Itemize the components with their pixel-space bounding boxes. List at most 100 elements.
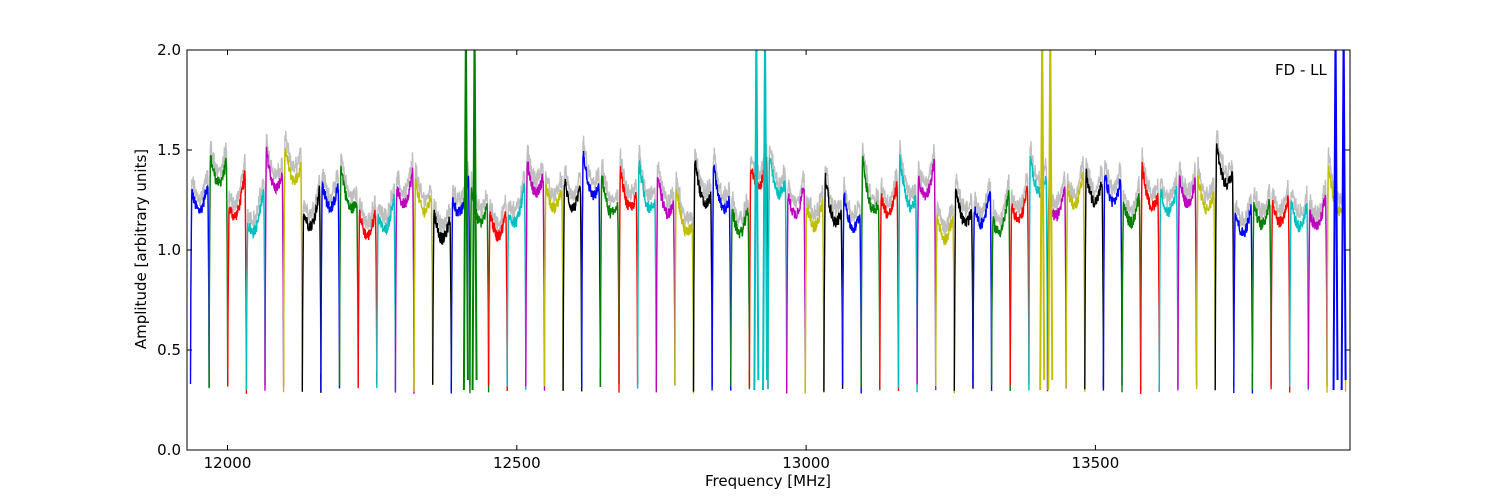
channel-line xyxy=(189,184,210,388)
spike-line xyxy=(1332,50,1339,391)
channel-line xyxy=(1139,161,1161,394)
background-series-line xyxy=(916,144,937,381)
background-series-line xyxy=(1009,171,1030,377)
channel-line xyxy=(674,188,695,394)
channel-line xyxy=(245,189,266,390)
background-series-line xyxy=(1307,179,1328,374)
channel-line xyxy=(1046,186,1067,392)
background-series-line xyxy=(1270,179,1291,384)
channel-line xyxy=(1084,168,1105,390)
channel-line xyxy=(823,172,844,392)
x-axis-label: Frequency [MHz] xyxy=(705,472,831,490)
channel-line xyxy=(1214,143,1235,391)
background-series-line xyxy=(1084,158,1105,378)
text-layer: Frequency [MHz] Amplitude [arbitrary uni… xyxy=(132,61,1327,490)
channel-line xyxy=(916,158,937,391)
channel-line xyxy=(935,214,955,394)
channel-line xyxy=(972,191,993,391)
background-series-line xyxy=(767,145,788,382)
channel-line xyxy=(1270,195,1291,393)
channel-line xyxy=(730,207,751,390)
background-series-line xyxy=(935,201,955,379)
channel-line xyxy=(525,161,546,391)
background-series-line xyxy=(879,168,900,379)
channel-line xyxy=(282,147,303,393)
channel-line xyxy=(990,190,1011,392)
channel-line xyxy=(711,164,732,391)
channel-line xyxy=(1233,204,1254,394)
background-series-line xyxy=(301,174,322,382)
channel-line xyxy=(227,170,248,394)
spike-line xyxy=(471,50,478,391)
y-tick-label: 0.0 xyxy=(157,441,181,459)
background-series-line xyxy=(282,130,303,381)
channel-line xyxy=(320,180,341,392)
channel-line xyxy=(1251,198,1272,390)
background-series-line xyxy=(730,191,751,380)
series-layer xyxy=(189,50,1347,394)
background-series-line xyxy=(1288,185,1310,377)
background-series-line xyxy=(357,195,378,375)
channel-line xyxy=(376,193,397,392)
channel-line xyxy=(1158,185,1179,392)
channel-line xyxy=(860,155,881,391)
spike-line xyxy=(1039,50,1046,391)
channel-line xyxy=(301,185,322,393)
background-series-line xyxy=(692,148,713,385)
channel-line xyxy=(581,150,602,389)
channel-line xyxy=(786,187,806,394)
background-series-line xyxy=(711,147,732,378)
channel-line xyxy=(506,183,527,390)
channel-line xyxy=(804,198,825,394)
channel-line xyxy=(1102,174,1123,391)
y-axis-label: Amplitude [arbitrary units] xyxy=(132,149,150,349)
channel-line xyxy=(264,146,285,391)
channel-line xyxy=(338,165,359,386)
background-series-line xyxy=(264,133,285,384)
y-tick-label: 0.5 xyxy=(157,341,181,359)
background-series-line xyxy=(1214,130,1235,383)
channel-line xyxy=(1195,174,1216,391)
x-tick-label: 12500 xyxy=(493,454,541,472)
x-tick-label: 13000 xyxy=(782,454,830,472)
channel-line xyxy=(897,154,918,393)
background-series-line xyxy=(897,139,918,381)
background-series-line xyxy=(413,162,434,384)
background-series-line xyxy=(189,169,210,373)
background-series-line xyxy=(208,141,229,379)
background-series-line xyxy=(1102,159,1123,376)
background-series-line xyxy=(1251,184,1272,375)
channel-line xyxy=(394,167,415,394)
background-series-line xyxy=(860,142,881,376)
channel-line xyxy=(543,182,564,392)
plot-area xyxy=(189,50,1347,394)
channel-line xyxy=(413,178,434,392)
background-series-line xyxy=(1158,171,1179,384)
channel-line xyxy=(1288,200,1310,391)
channel-line xyxy=(1065,171,1086,392)
spike-line xyxy=(762,50,769,391)
x-tick-label: 13500 xyxy=(1072,454,1120,472)
background-series-line xyxy=(338,153,359,379)
background-series-line xyxy=(1028,141,1049,385)
channel-line xyxy=(841,192,862,394)
background-series-line xyxy=(674,171,695,385)
channel-line xyxy=(879,181,900,392)
background-series-line xyxy=(1139,147,1161,387)
channel-line xyxy=(953,188,974,391)
background-series-line xyxy=(1065,156,1086,382)
background-series-line xyxy=(636,144,657,378)
background-series-line xyxy=(841,176,862,387)
background-series-line xyxy=(953,173,974,382)
channel-line xyxy=(655,176,676,393)
channel-line xyxy=(636,160,657,389)
axes-layer: 12000 12500 13000 13500 0.0 0.5 1.0 1.5 2.0 xyxy=(157,41,1351,472)
y-tick-label: 1.5 xyxy=(157,141,181,159)
background-series-line xyxy=(786,170,806,386)
background-series-line xyxy=(823,165,844,378)
channel-line xyxy=(208,155,229,389)
background-series-line xyxy=(1121,176,1142,377)
spike-line xyxy=(753,50,760,391)
background-series-line xyxy=(562,165,583,386)
